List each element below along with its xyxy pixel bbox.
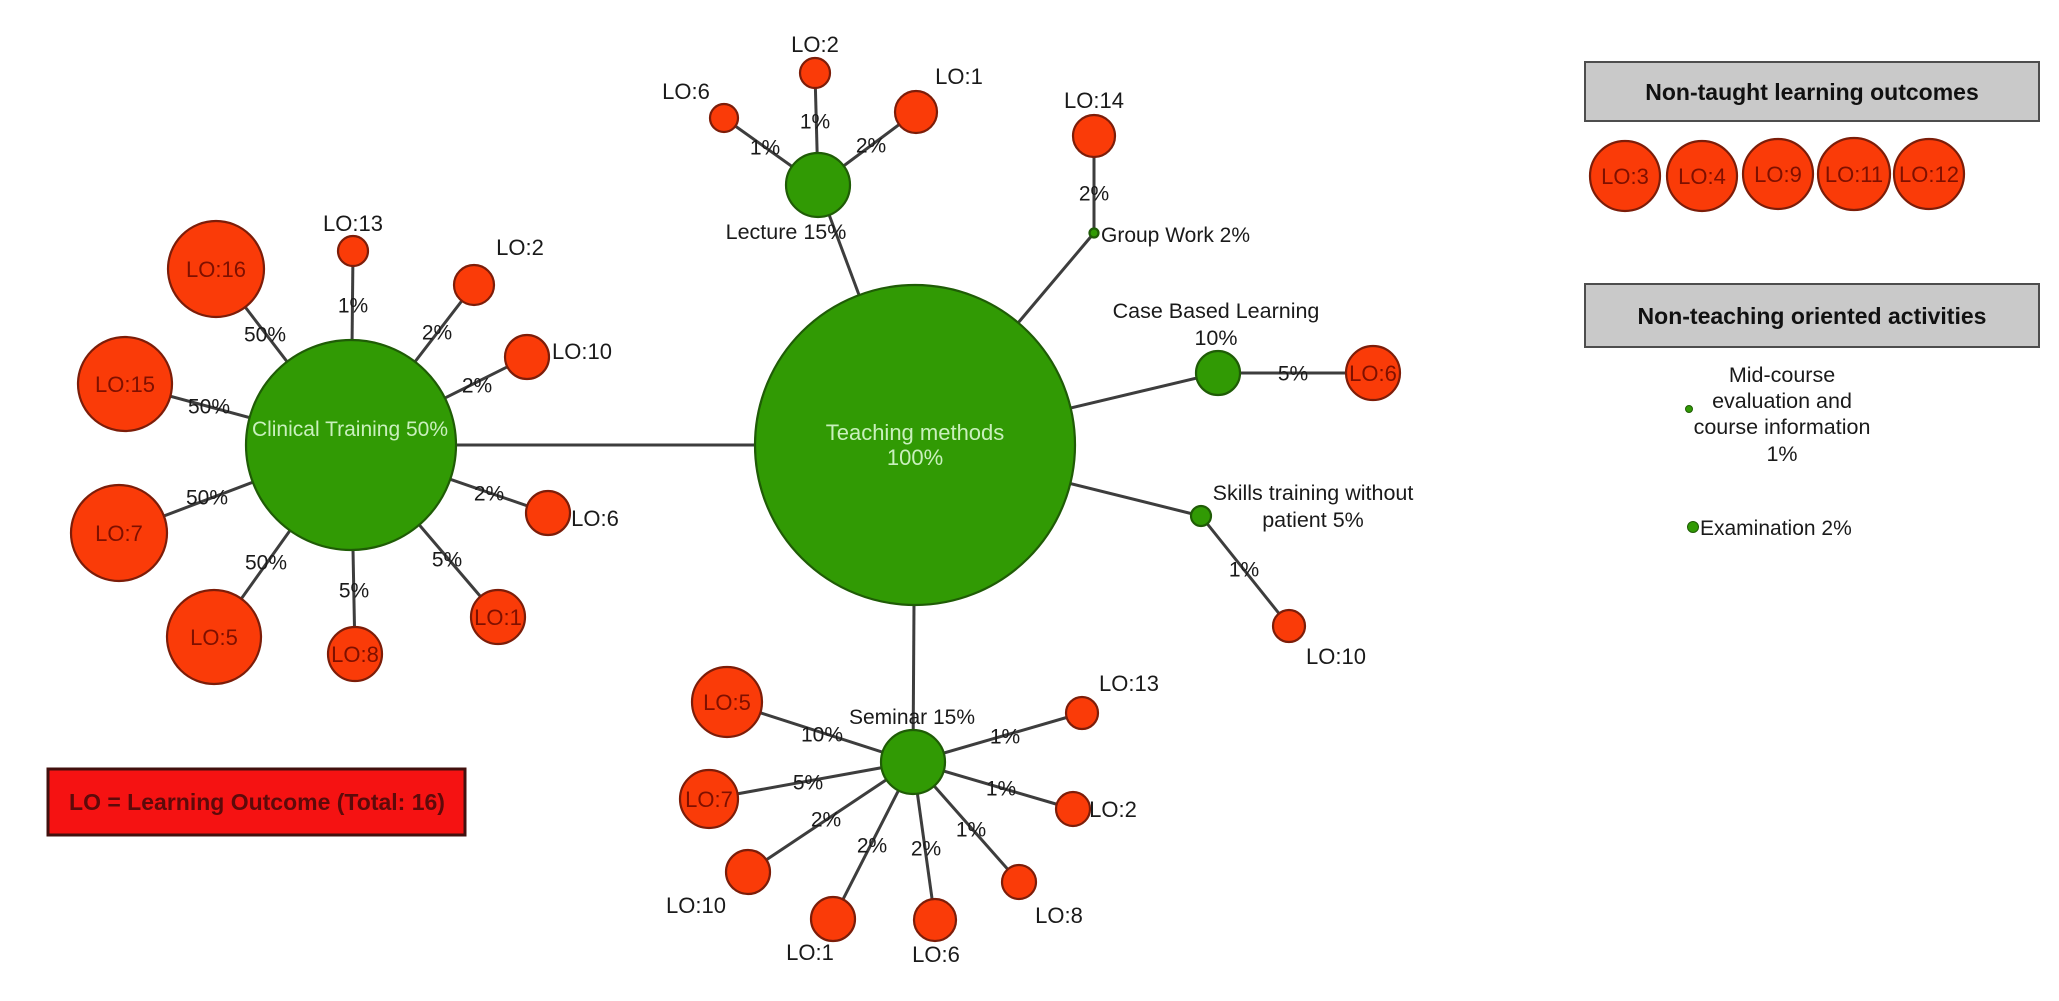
svg-text:LO:6: LO:6 [912, 942, 960, 967]
svg-text:LO:11: LO:11 [1825, 162, 1883, 187]
svg-text:LO:14: LO:14 [1064, 88, 1124, 113]
svg-text:LO:10: LO:10 [1306, 644, 1366, 669]
svg-text:5%: 5% [432, 549, 462, 572]
svg-text:LO:9: LO:9 [1754, 162, 1802, 187]
svg-text:Seminar 15%: Seminar 15% [849, 706, 975, 729]
svg-text:5%: 5% [1278, 363, 1308, 386]
svg-text:1%: 1% [956, 819, 986, 842]
svg-text:LO:7: LO:7 [95, 521, 143, 546]
svg-text:LO:6: LO:6 [1349, 361, 1397, 386]
svg-text:1%: 1% [990, 726, 1020, 749]
svg-text:LO:6: LO:6 [662, 79, 710, 104]
svg-text:2%: 2% [474, 483, 504, 506]
svg-text:5%: 5% [793, 772, 823, 795]
svg-text:Mid-course: Mid-course [1729, 363, 1835, 387]
svg-text:LO:6: LO:6 [571, 506, 619, 531]
svg-text:1%: 1% [1229, 559, 1259, 582]
svg-text:Examination 2%: Examination 2% [1700, 517, 1852, 540]
svg-text:LO:2: LO:2 [1089, 797, 1137, 822]
svg-text:LO:8: LO:8 [1035, 903, 1083, 928]
svg-text:LO:15: LO:15 [95, 372, 155, 397]
svg-text:2%: 2% [422, 322, 452, 345]
svg-text:50%: 50% [188, 396, 230, 419]
svg-text:LO:2: LO:2 [791, 32, 839, 57]
svg-text:LO:10: LO:10 [666, 893, 726, 918]
svg-text:LO:13: LO:13 [323, 211, 383, 236]
svg-text:10%: 10% [1194, 326, 1237, 350]
svg-text:Clinical Training 50%: Clinical Training 50% [252, 418, 448, 441]
svg-text:1%: 1% [338, 295, 368, 318]
svg-text:LO:5: LO:5 [190, 625, 238, 650]
svg-text:1%: 1% [986, 778, 1016, 801]
svg-text:LO:1: LO:1 [786, 940, 834, 965]
svg-text:1%: 1% [1766, 442, 1797, 466]
svg-text:2%: 2% [857, 835, 887, 858]
svg-text:LO:7: LO:7 [685, 787, 733, 812]
svg-text:LO:10: LO:10 [552, 339, 612, 364]
svg-text:Non-taught learning outcomes: Non-taught learning outcomes [1645, 79, 1979, 105]
svg-text:LO = Learning Outcome (Total:: LO = Learning Outcome (Total: 16) [69, 789, 445, 815]
svg-text:LO:16: LO:16 [186, 257, 246, 282]
svg-text:LO:1: LO:1 [935, 64, 983, 89]
svg-text:100%: 100% [887, 445, 943, 470]
svg-text:Teaching methods: Teaching methods [826, 420, 1005, 445]
svg-text:LO:4: LO:4 [1678, 164, 1726, 189]
svg-text:2%: 2% [1079, 183, 1109, 206]
svg-text:2%: 2% [911, 838, 941, 861]
svg-text:LO:13: LO:13 [1099, 671, 1159, 696]
svg-text:10%: 10% [801, 724, 843, 747]
svg-text:1%: 1% [800, 111, 830, 134]
svg-text:2%: 2% [811, 809, 841, 832]
svg-text:evaluation and: evaluation and [1712, 389, 1852, 413]
svg-text:LO:12: LO:12 [1899, 162, 1959, 187]
svg-text:LO:3: LO:3 [1601, 164, 1649, 189]
svg-text:50%: 50% [186, 487, 228, 510]
svg-text:5%: 5% [339, 580, 369, 603]
svg-text:Non-teaching oriented activiti: Non-teaching oriented activities [1638, 303, 1987, 329]
svg-text:LO:5: LO:5 [703, 690, 751, 715]
svg-text:Skills training without: Skills training without [1213, 481, 1414, 505]
svg-text:50%: 50% [244, 324, 286, 347]
svg-text:patient 5%: patient 5% [1262, 508, 1364, 532]
svg-text:LO:1: LO:1 [474, 605, 522, 630]
svg-text:Case Based Learning: Case Based Learning [1113, 299, 1320, 323]
svg-text:LO:8: LO:8 [331, 642, 379, 667]
svg-text:course information: course information [1694, 415, 1871, 439]
svg-text:Group Work 2%: Group Work 2% [1101, 224, 1250, 247]
svg-text:2%: 2% [462, 375, 492, 398]
svg-text:Lecture 15%: Lecture 15% [726, 220, 847, 244]
svg-text:LO:2: LO:2 [496, 235, 544, 260]
svg-text:50%: 50% [245, 552, 287, 575]
svg-text:1%: 1% [750, 137, 780, 160]
svg-text:2%: 2% [856, 135, 886, 158]
